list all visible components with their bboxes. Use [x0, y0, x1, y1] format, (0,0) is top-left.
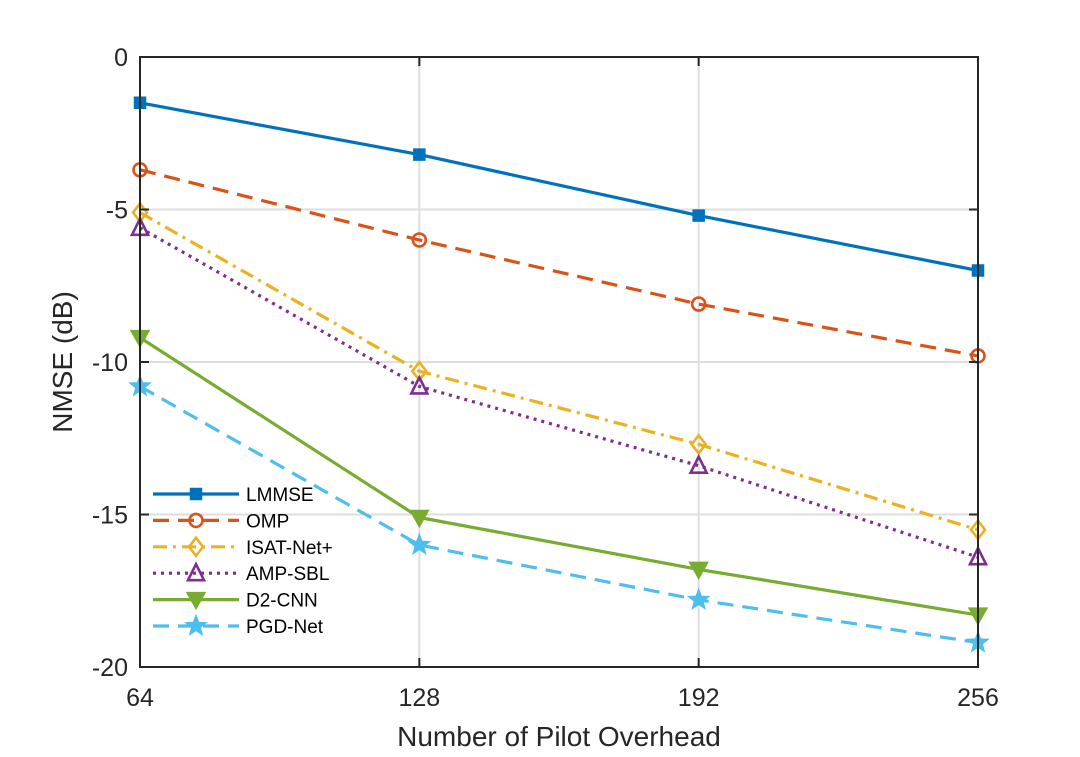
y-tick-label: -20	[92, 654, 128, 682]
data-point-pgd-net-192	[686, 587, 711, 610]
series-line-isat-net	[139, 211, 979, 532]
data-point-omp-192	[690, 296, 707, 312]
series-line-d2-cnn	[139, 336, 979, 617]
series-line-omp	[139, 168, 979, 358]
legend-item-d2-cnn: D2-CNN	[153, 591, 318, 612]
y-tick-label: -15	[92, 502, 128, 530]
legend-item-pgd-net: PGD-Net	[153, 613, 324, 638]
tick-marks	[139, 56, 979, 668]
legend-item-omp: OMP	[153, 511, 289, 532]
legend-swatch-marker	[187, 535, 205, 558]
legend-swatch-marker	[185, 561, 207, 582]
x-axis-title: Number of Pilot Overhead	[397, 721, 721, 752]
data-point-lmmse-192	[692, 209, 705, 222]
series-d2-cnn	[129, 329, 989, 626]
series-line-pgd-net	[139, 385, 979, 645]
x-tick-label: 256	[957, 684, 999, 712]
y-axis-title: NMSE (dB)	[47, 291, 78, 433]
legend: LMMSE OMP ISAT-Net+ AMP-SBL D2-CNN PGD-Net	[153, 485, 333, 638]
legend-swatch-marker	[185, 591, 207, 611]
data-point-pgd-net-128	[407, 532, 432, 556]
tick-labels: 64 128 192 256 -20 -15 -10 -5 0	[92, 44, 999, 712]
legend-item-isat-net: ISAT-Net+	[153, 535, 333, 559]
legend-swatch-marker	[188, 512, 204, 529]
x-tick-label: 64	[126, 684, 154, 712]
data-point-lmmse-128	[413, 148, 426, 161]
data-point-d2-cnn-128	[409, 509, 430, 529]
series-layer	[128, 96, 990, 653]
legend-swatch-marker	[189, 487, 203, 501]
legend-label: OMP	[246, 511, 289, 532]
legend-label: LMMSE	[246, 485, 314, 506]
legend-label: D2-CNN	[246, 591, 318, 612]
legend-item-lmmse: LMMSE	[153, 485, 314, 506]
y-tick-label: -5	[106, 197, 128, 225]
data-point-d2-cnn-192	[688, 561, 709, 580]
x-tick-label: 192	[678, 684, 720, 712]
legend-label: PGD-Net	[246, 617, 324, 638]
series-line-amp-sbl	[139, 226, 979, 559]
data-point-amp-sbl-128	[409, 374, 430, 395]
data-point-amp-sbl-192	[688, 453, 709, 475]
legend-swatch-marker	[184, 613, 208, 637]
legend-item-amp-sbl: AMP-SBL	[153, 561, 329, 585]
data-point-omp-128	[411, 232, 428, 248]
data-point-isat-net-192	[690, 433, 708, 456]
legend-label: ISAT-Net+	[246, 538, 333, 559]
legend-label: AMP-SBL	[246, 564, 329, 585]
y-tick-label: 0	[114, 44, 128, 72]
y-tick-label: -10	[92, 349, 128, 377]
series-line-lmmse	[139, 101, 979, 273]
x-tick-label: 128	[398, 684, 440, 712]
